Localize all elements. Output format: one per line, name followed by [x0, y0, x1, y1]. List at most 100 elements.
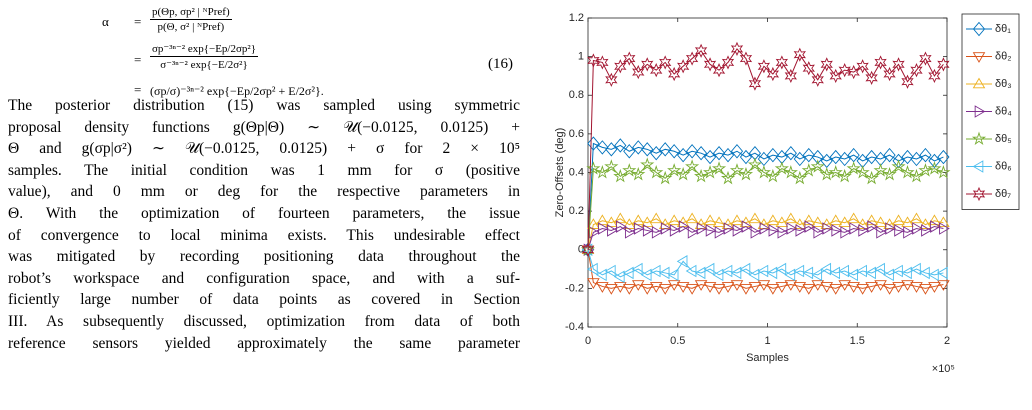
marker [829, 149, 842, 165]
x-tick-label: 1.5 [850, 335, 865, 347]
marker [596, 140, 609, 155]
numerator: σp⁻³ⁿ⁻² exp{−Ep/2σp²} [150, 43, 259, 57]
text-line: The posterior distribution (15) was samp… [8, 97, 520, 114]
marker [838, 280, 851, 291]
marker [757, 280, 771, 291]
marker [918, 163, 933, 177]
marker [595, 268, 607, 282]
marker [720, 170, 736, 185]
marker [777, 226, 789, 239]
marker [687, 226, 699, 239]
marker [614, 212, 627, 224]
marker [659, 55, 672, 70]
y-tick-label: 0.4 [569, 166, 584, 178]
marker [766, 66, 780, 82]
marker [891, 159, 906, 173]
marker [865, 266, 876, 280]
marker [649, 282, 663, 293]
marker [892, 282, 905, 293]
marker [714, 226, 726, 239]
marker [651, 226, 663, 239]
marker [658, 170, 673, 185]
marker [784, 280, 798, 291]
marker [622, 218, 636, 229]
marker [910, 282, 923, 293]
series [581, 136, 950, 257]
marker [739, 149, 753, 165]
marker [605, 216, 618, 228]
equals-sign: = [134, 82, 142, 97]
marker [910, 262, 921, 276]
marker [939, 222, 950, 235]
marker [828, 165, 843, 179]
legend-marker [972, 52, 986, 63]
marker [721, 282, 735, 293]
marker [793, 218, 807, 229]
marker [677, 147, 690, 163]
marker [937, 216, 950, 228]
marker [587, 136, 600, 151]
marker [885, 222, 896, 235]
marker [921, 224, 932, 237]
series [583, 220, 950, 257]
text-line: ficiently large number of data points as… [8, 291, 520, 309]
marker [801, 163, 816, 177]
series-line [587, 142, 944, 250]
marker [581, 242, 595, 257]
marker [581, 243, 593, 257]
marker [712, 284, 726, 295]
marker [732, 224, 744, 237]
marker [795, 224, 807, 237]
marker [874, 280, 887, 291]
text-line: Θ and g(σp|σ²) ∼ 𝒰(−0.0125, 0.0125) + σ … [8, 140, 520, 158]
marker [649, 212, 663, 224]
marker [640, 216, 654, 228]
marker [811, 72, 824, 87]
marker [856, 218, 869, 229]
marker [802, 61, 815, 76]
marker [596, 55, 609, 70]
series [581, 245, 950, 295]
marker [793, 151, 806, 167]
marker [676, 166, 691, 181]
marker [793, 264, 805, 278]
marker [892, 57, 905, 72]
y-axis-label: Zero-Offsets (deg) [554, 128, 566, 218]
marker [632, 140, 645, 155]
marker [694, 266, 706, 280]
marker [774, 161, 789, 175]
marker [748, 268, 760, 282]
legend-marker [971, 131, 987, 146]
legend-label: δθ₄ [995, 105, 1012, 117]
marker [587, 53, 600, 68]
marker [667, 268, 679, 282]
marker [586, 161, 601, 175]
legend-label: δθ₆ [995, 160, 1012, 172]
marker [668, 66, 681, 82]
text-line: robot’s workspace and configuration spac… [8, 269, 520, 287]
x-tick-label: 0.5 [670, 335, 685, 347]
marker [596, 282, 609, 293]
marker [882, 166, 897, 181]
marker [874, 55, 887, 70]
marker [819, 166, 834, 181]
text-line: reference sensors yielded approximately … [8, 334, 520, 352]
marker [784, 145, 797, 161]
marker [838, 63, 851, 78]
marker [587, 278, 600, 289]
marker [783, 165, 798, 179]
denominator: p(Θ, σ² | ᴺPref) [157, 21, 225, 33]
marker [703, 262, 715, 276]
marker [595, 165, 610, 179]
marker [820, 262, 832, 276]
marker [739, 284, 753, 295]
marker [614, 282, 627, 293]
marker [847, 212, 860, 224]
marker [694, 43, 708, 58]
marker [792, 170, 807, 185]
marker [901, 149, 914, 165]
marker [750, 226, 762, 239]
series [581, 41, 950, 257]
marker [703, 149, 717, 165]
marker [658, 266, 670, 280]
